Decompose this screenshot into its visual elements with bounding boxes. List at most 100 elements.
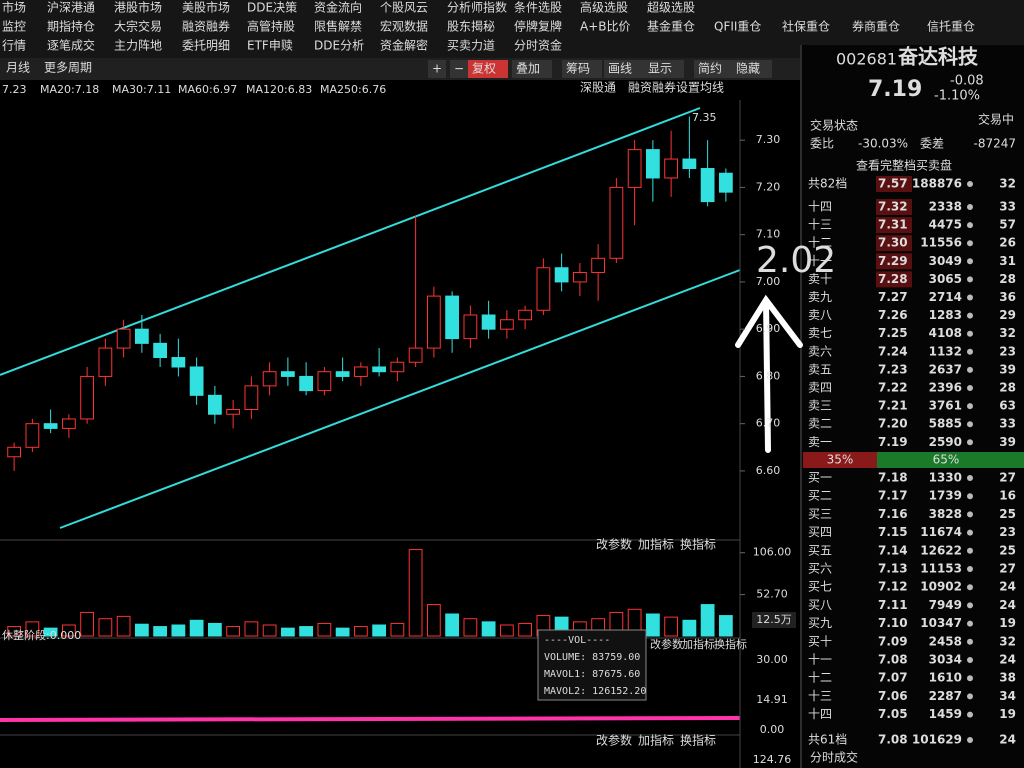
candle-body [189,366,204,396]
menu-item[interactable]: 港股市场 [114,0,162,15]
menu-item[interactable]: A+B比价 [580,20,631,34]
indicator-button[interactable]: 换指标 [714,637,747,651]
level-volume: 1283 [929,308,962,322]
toolbar-button[interactable]: 筹码 [566,62,590,76]
menu-item[interactable]: 超级选股 [647,0,695,15]
indicator-button[interactable]: 改参数 [596,733,632,748]
level-price: 7.08 [878,653,908,667]
toolbar-button[interactable]: 显示 [648,62,672,76]
menu-item[interactable]: 资金流向 [314,0,362,15]
level-price: 7.14 [878,543,908,557]
toolbar-button[interactable]: − [454,62,464,76]
diff-value: -87247 [973,137,1016,151]
menu-item[interactable]: 股东揭秘 [447,19,495,34]
indicator-button[interactable]: 改参数 [596,537,632,552]
candle-body [262,371,277,387]
level-dot [967,276,973,283]
menu-item[interactable]: 买卖力道 [447,39,495,53]
status-value: 交易中 [978,112,1014,127]
menu-item[interactable]: 行情 [2,39,26,53]
level-dot [967,493,973,500]
candle-body [445,295,460,340]
indicator-button[interactable]: 加指标 [638,537,674,552]
level-price: 7.13 [878,562,908,576]
indicator-button[interactable]: 换指标 [680,733,716,748]
menu-item[interactable]: 大宗交易 [114,19,162,34]
toolbar-button[interactable]: 复权 [472,62,496,76]
level-count: 32 [999,177,1016,191]
volume-bar [463,618,478,637]
volume-bar [499,624,514,637]
toolbar-button[interactable]: 叠加 [516,62,540,76]
chart-option[interactable]: 设置均线 [676,81,724,95]
level-count: 24 [999,733,1016,747]
candle-body [572,271,587,283]
level-dot [967,511,973,518]
level-label: 卖七 [808,326,832,340]
menu-item[interactable]: 券商重仓 [852,19,900,34]
trades-tab[interactable]: 分时成交 [810,750,858,765]
max-price-label: 7.35 [692,111,717,124]
menu-item[interactable]: QFII重仓 [714,20,761,34]
full-book-link[interactable]: 查看完整档买卖盘 [856,158,952,173]
level-volume: 10902 [920,580,962,594]
level-label: 买五 [808,543,832,557]
level-count: 32 [999,634,1016,648]
menu-item[interactable]: 限售解禁 [314,19,362,34]
indicator-button[interactable]: 加指标 [638,733,674,748]
toolbar-button[interactable]: 隐藏 [736,62,760,76]
menu-item[interactable]: 分时资金 [514,38,562,53]
menu-item[interactable]: DDE决策 [247,1,297,15]
candle-body [627,149,642,188]
unit-box [752,612,796,628]
period-button[interactable]: 月线 [6,61,30,75]
hand-arrow [735,294,803,453]
menu-item[interactable]: DDE分析 [314,39,364,53]
menu-item[interactable]: 高级选股 [580,0,628,15]
chart-option[interactable]: 深股通 [580,81,616,95]
menu-item[interactable]: 期指持仓 [47,19,95,34]
indicator-label: 休整阶段:0.000 [2,628,81,642]
menu-item[interactable]: 委托明细 [182,39,230,53]
menu-item[interactable]: 高管持股 [247,19,295,34]
menu-item[interactable]: 停牌复牌 [514,19,562,34]
level-price: 7.31 [878,218,908,232]
menu-item[interactable]: 分析师指数 [447,0,507,15]
indicator-button[interactable]: 加指标 [682,637,715,651]
menu-item[interactable]: 主力阵地 [114,39,162,53]
level-label: 买二 [808,489,832,503]
diff-label: 委差 [920,137,944,151]
menu-item[interactable]: 宏观数据 [380,19,428,34]
chart-option[interactable]: 融资融券 [628,80,676,95]
menu-item[interactable]: 资金解密 [380,38,428,53]
toolbar-button[interactable]: + [432,62,442,76]
volume-bar [426,604,441,637]
menu-item[interactable]: 沪深港通 [47,1,95,15]
menu-item[interactable]: 基金重仓 [647,19,695,34]
toolbar-button[interactable]: 简约 [698,61,722,76]
level-price: 7.06 [878,689,908,703]
toolbar-button[interactable]: 画线 [608,62,632,76]
level-volume: 7949 [929,598,962,612]
menu-item[interactable]: ETF申赎 [247,39,293,53]
menu-item[interactable]: 社保重仓 [782,19,830,34]
menu-item[interactable]: 融资融券 [182,19,230,34]
indicator-button[interactable]: 换指标 [680,537,716,552]
menu-item[interactable]: 个股风云 [380,1,428,15]
menu-item[interactable]: 监控 [2,20,26,34]
level-dot [967,547,973,554]
volume-bar [390,622,405,637]
period-button[interactable]: 更多周期 [44,61,92,75]
level-label: 买一 [808,471,832,485]
menu-item[interactable]: 信托重仓 [927,20,975,34]
level-volume: 3761 [929,399,962,413]
menu-item[interactable]: 条件选股 [514,1,562,15]
menu-item[interactable]: 市场 [2,0,26,15]
menu-item[interactable]: 美股市场 [182,0,230,15]
candle-body [244,385,259,411]
level-volume: 1739 [929,489,962,503]
indicator-button[interactable]: 改参数 [650,637,683,651]
level-label: 十二 [808,671,832,685]
level-price: 7.20 [878,417,908,431]
menu-item[interactable]: 逐笔成交 [47,38,95,53]
